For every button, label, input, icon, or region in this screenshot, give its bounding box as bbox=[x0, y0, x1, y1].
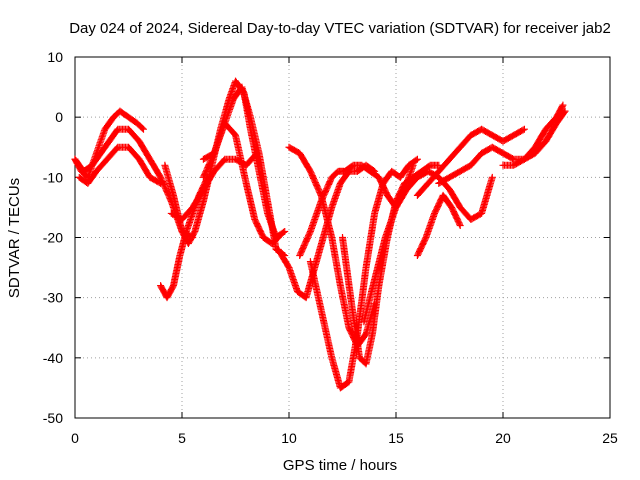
series-arc15 bbox=[413, 191, 464, 260]
series-arc18 bbox=[499, 101, 567, 169]
y-tick-label: -10 bbox=[43, 169, 63, 185]
axis-ticks: 0 5 10 15 20 25 10 0 -10 -20 -30 -40 -50 bbox=[43, 49, 618, 446]
y-tick-label: 10 bbox=[47, 49, 63, 65]
series-trail bbox=[286, 144, 378, 349]
series-trail bbox=[77, 143, 163, 187]
series-trail bbox=[201, 120, 281, 247]
series-trail bbox=[169, 150, 260, 223]
y-tick-label: -30 bbox=[43, 290, 63, 306]
series-arc14 bbox=[360, 167, 496, 326]
series-arc12 bbox=[306, 155, 421, 392]
series-trail bbox=[414, 126, 527, 198]
x-tick-label: 15 bbox=[388, 430, 404, 446]
data-marks bbox=[71, 77, 569, 392]
series-trail bbox=[339, 161, 441, 367]
y-tick-label: -40 bbox=[43, 350, 63, 366]
x-axis-label: GPS time / hours bbox=[283, 457, 397, 474]
y-tick-label: 0 bbox=[55, 109, 63, 125]
y-tick-label: -50 bbox=[43, 410, 63, 426]
series-arc16 bbox=[413, 125, 528, 199]
y-axis-label: SDTVAR / TECUs bbox=[6, 178, 23, 298]
x-tick-label: 10 bbox=[281, 430, 297, 446]
series-arc1 bbox=[71, 107, 147, 181]
series-trail bbox=[436, 108, 568, 187]
series-arc10 bbox=[285, 143, 379, 350]
series-trail bbox=[501, 103, 566, 169]
series-arc17 bbox=[435, 107, 569, 187]
series-trail bbox=[307, 156, 420, 391]
x-tick-label: 5 bbox=[178, 430, 186, 446]
series-arc13 bbox=[339, 161, 443, 368]
series-trail bbox=[360, 168, 496, 324]
series-trail bbox=[414, 193, 463, 258]
x-tick-label: 0 bbox=[71, 430, 79, 446]
y-tick-label: -20 bbox=[43, 230, 63, 246]
series-arc8 bbox=[199, 119, 282, 248]
chart-title: Day 024 of 2024, Sidereal Day-to-day VTE… bbox=[69, 20, 611, 37]
series-trail bbox=[275, 162, 377, 301]
series-arc3 bbox=[75, 143, 165, 187]
x-tick-label: 20 bbox=[495, 430, 511, 446]
x-tick-label: 25 bbox=[602, 430, 618, 446]
